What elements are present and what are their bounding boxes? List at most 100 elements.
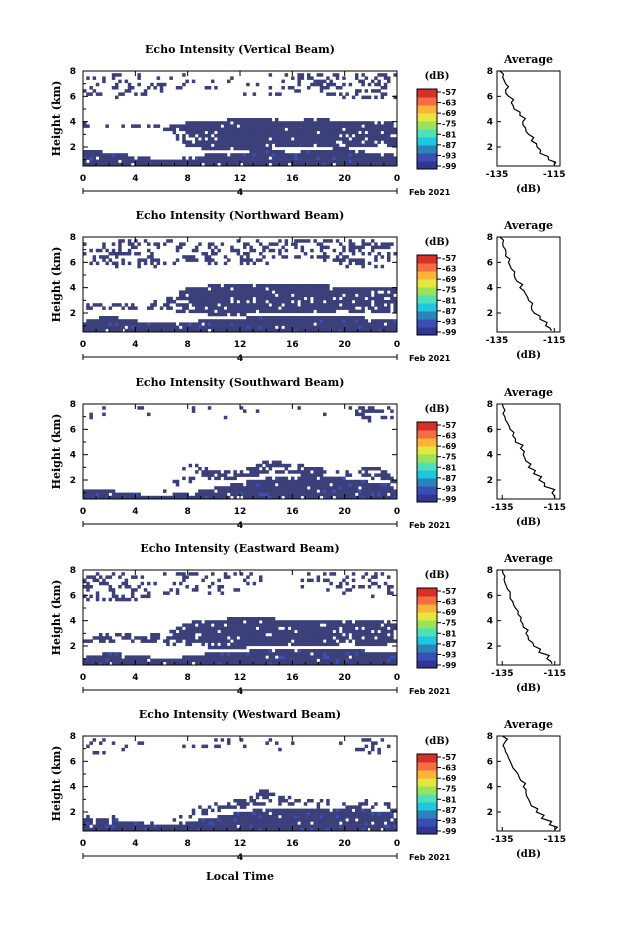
- echo-cell: [284, 629, 289, 634]
- echo-cell: [83, 658, 87, 663]
- echo-cell: [252, 322, 257, 326]
- echo-cell: [201, 492, 205, 497]
- echo-cell: [351, 623, 356, 627]
- echo-cell: [303, 802, 308, 806]
- echo-cell: [185, 492, 189, 497]
- colorbar-segment: [417, 636, 437, 645]
- echo-cell: [207, 258, 212, 262]
- echo-cell: [259, 287, 263, 291]
- echo-cell: [281, 811, 285, 816]
- echo-cell: [345, 290, 349, 294]
- echo-cell: [348, 258, 353, 262]
- echo-cell: [300, 470, 305, 474]
- echo-cell: [326, 127, 330, 132]
- echo-cell: [255, 808, 260, 813]
- echo-cell: [335, 658, 340, 663]
- echo-cell: [108, 306, 113, 310]
- echo-cell: [179, 303, 183, 307]
- echo-cell: [207, 312, 212, 317]
- echo-cell: [361, 639, 365, 643]
- echo-cell: [86, 162, 90, 167]
- echo-cell: [243, 827, 247, 832]
- echo-cell: [236, 319, 241, 323]
- echo-cell: [246, 303, 250, 307]
- average-profile-line: [501, 403, 556, 498]
- echo-cell: [99, 655, 103, 659]
- echo-cell: [278, 248, 282, 253]
- echo-cell: [313, 239, 317, 243]
- echo-cell: [377, 127, 381, 132]
- colorbar-tick-label: -57: [442, 421, 456, 430]
- average-y-tick-label: 4: [487, 451, 493, 461]
- echo-cell: [127, 585, 132, 589]
- echo-cell: [169, 159, 173, 164]
- echo-cell: [345, 626, 349, 631]
- echo-cell: [220, 655, 225, 659]
- echo-cell: [211, 137, 215, 141]
- echo-cell: [278, 293, 282, 298]
- average-x-tick-label: -135: [486, 170, 509, 180]
- colorbar-segment: [417, 430, 437, 439]
- echo-cell: [262, 792, 266, 797]
- echo-cell: [265, 293, 269, 298]
- echo-cell: [323, 658, 327, 663]
- echo-cell: [335, 319, 340, 323]
- echo-cell: [323, 118, 327, 122]
- echo-cell: [246, 153, 250, 157]
- echo-cell: [150, 258, 154, 262]
- echo-cell: [255, 325, 260, 330]
- echo-cell: [297, 406, 301, 410]
- echo-cell: [172, 581, 177, 586]
- echo-cell: [351, 486, 356, 490]
- echo-cell: [323, 620, 327, 624]
- colorbar-frame: [416, 254, 438, 336]
- echo-cell: [182, 159, 186, 164]
- echo-cell: [182, 156, 186, 160]
- echo-cell: [358, 827, 362, 832]
- echo-cell: [291, 636, 295, 640]
- echo-cell: [300, 479, 305, 484]
- echo-cell: [211, 140, 215, 144]
- echo-cell: [339, 620, 343, 624]
- echo-cell: [307, 821, 311, 825]
- echo-cell: [383, 130, 388, 135]
- echo-cell: [99, 636, 103, 640]
- echo-cell: [351, 652, 356, 656]
- echo-cell: [188, 162, 193, 167]
- echo-cell: [268, 655, 273, 659]
- echo-cell: [236, 802, 241, 806]
- echo-cell: [239, 645, 244, 650]
- echo-cell: [179, 658, 183, 663]
- echo-cell: [271, 296, 276, 301]
- echo-cell: [89, 741, 93, 745]
- echo-cell: [326, 82, 330, 87]
- echo-cell: [364, 467, 369, 471]
- echo-cell: [185, 827, 189, 832]
- echo-cell: [159, 322, 164, 326]
- echo-cell: [316, 483, 321, 487]
- echo-cell: [348, 325, 353, 330]
- echo-cell: [239, 639, 244, 643]
- echo-cell: [207, 124, 212, 128]
- echo-cell: [287, 629, 292, 634]
- echo-cell: [319, 824, 324, 829]
- echo-cell: [303, 652, 308, 656]
- echo-cell: [204, 159, 209, 164]
- echo-cell: [92, 303, 97, 307]
- echo-cell: [323, 319, 327, 323]
- echo-cell: [387, 575, 391, 579]
- colorbar-segment: [417, 494, 437, 503]
- echo-cell: [102, 79, 106, 84]
- echo-cell: [387, 306, 391, 310]
- echo-cell: [220, 328, 225, 333]
- echo-cell: [175, 325, 180, 330]
- colorbar-tick-label: -93: [442, 317, 456, 326]
- echo-cell: [249, 652, 253, 656]
- echo-cell: [313, 626, 317, 631]
- echo-cell: [371, 652, 375, 656]
- echo-cell: [108, 325, 113, 330]
- echo-cell: [307, 319, 311, 323]
- echo-cell: [319, 303, 324, 307]
- echo-cell: [198, 467, 202, 471]
- echo-cell: [361, 264, 365, 269]
